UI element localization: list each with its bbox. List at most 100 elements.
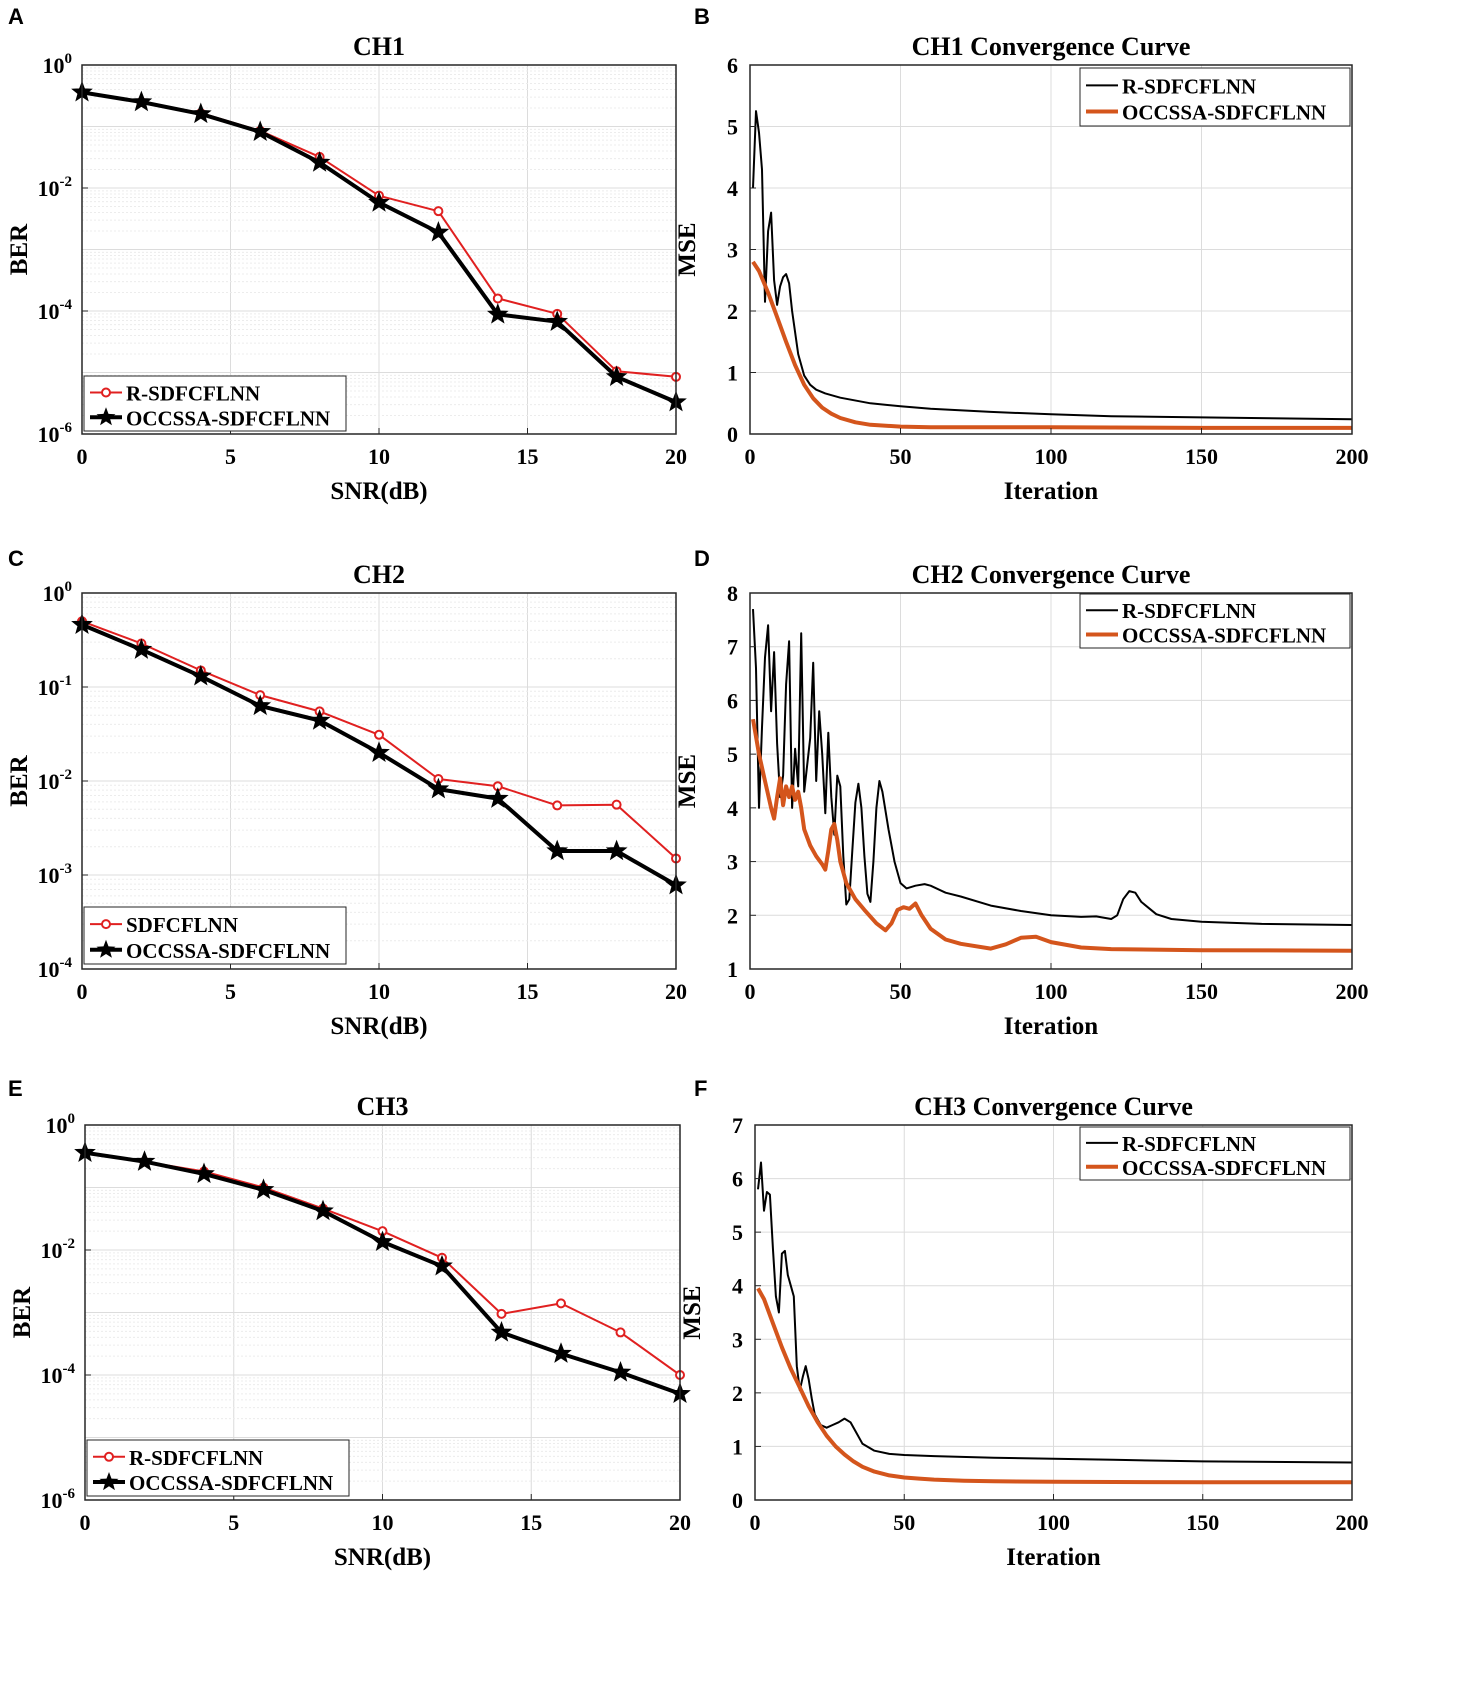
data-point-star bbox=[550, 1342, 572, 1363]
data-point-star bbox=[371, 1230, 394, 1252]
x-axis-label: SNR(dB) bbox=[330, 1013, 427, 1040]
x-tick-label: 200 bbox=[1336, 979, 1369, 1004]
chart-title: CH2 bbox=[353, 560, 405, 589]
x-tick-label: 0 bbox=[745, 444, 756, 469]
y-tick-label: 100 bbox=[43, 579, 73, 606]
data-point-circle bbox=[556, 1298, 566, 1309]
y-tick-label: 1 bbox=[727, 957, 738, 982]
legend-label: R-SDFCFLNN bbox=[1122, 1132, 1256, 1156]
y-tick-label: 10-2 bbox=[38, 174, 73, 201]
data-point-star bbox=[609, 1360, 632, 1382]
legend-label: OCCSSA-SDFCFLNN bbox=[1122, 101, 1326, 125]
legend-box bbox=[83, 906, 347, 965]
legend-marker-circle bbox=[101, 387, 111, 398]
legend-label: OCCSSA-SDFCFLNN bbox=[126, 406, 330, 430]
x-tick-label: 200 bbox=[1336, 1510, 1369, 1535]
legend-box bbox=[1079, 593, 1351, 649]
data-point-star bbox=[486, 302, 509, 324]
x-tick-label: 150 bbox=[1185, 444, 1218, 469]
y-tick-label: 5 bbox=[727, 115, 738, 140]
y-tick-label: 7 bbox=[732, 1113, 743, 1138]
data-point-star bbox=[130, 90, 153, 112]
data-point-circle bbox=[433, 206, 444, 217]
y-tick-label: 10-1 bbox=[38, 673, 73, 700]
data-point-star bbox=[368, 741, 390, 762]
x-tick-label: 150 bbox=[1186, 1510, 1219, 1535]
chart-panel-D: D 0 50 100 150 200 1 2 3 4 5 6 7 8 CH2 Convergence Cur… bbox=[674, 546, 1369, 1040]
series-line-2 bbox=[756, 1287, 1352, 1485]
data-point-star bbox=[605, 839, 628, 861]
chart-title: CH3 bbox=[357, 1092, 409, 1121]
y-tick-label: 10-6 bbox=[41, 1486, 76, 1513]
x-tick-label: 20 bbox=[665, 444, 687, 469]
data-point-star bbox=[312, 1199, 334, 1221]
x-axis-label: Iteration bbox=[1004, 1013, 1099, 1040]
legend-marker-star bbox=[99, 1472, 119, 1491]
legend-label: R-SDFCFLNN bbox=[1122, 599, 1256, 623]
x-tick-label: 0 bbox=[77, 979, 88, 1004]
chart-title: CH1 Convergence Curve bbox=[912, 32, 1191, 61]
y-tick-label: 10-3 bbox=[38, 861, 73, 888]
x-tick-label: 15 bbox=[520, 1510, 542, 1535]
x-tick-label: 5 bbox=[225, 444, 236, 469]
data-point-star bbox=[431, 1254, 453, 1276]
legend-marker-circle bbox=[104, 1451, 114, 1462]
y-axis-label: MSE bbox=[674, 754, 701, 808]
legend-box bbox=[1079, 1126, 1351, 1181]
data-point-star bbox=[249, 694, 272, 716]
data-point-star bbox=[130, 638, 153, 659]
panel-letter: D bbox=[694, 546, 710, 571]
data-point-star bbox=[189, 664, 212, 686]
data-point-circle bbox=[496, 1308, 507, 1319]
y-tick-label: 3 bbox=[727, 850, 738, 875]
legend-marker-star bbox=[96, 407, 116, 426]
series-line-1 bbox=[757, 1161, 1352, 1464]
x-tick-label: 5 bbox=[228, 1510, 239, 1535]
data-point-star bbox=[427, 220, 450, 242]
x-tick-label: 10 bbox=[372, 1510, 394, 1535]
legend-label: OCCSSA-SDFCFLNN bbox=[129, 1471, 333, 1495]
legend-label: OCCSSA-SDFCFLNN bbox=[126, 939, 330, 963]
y-tick-label: 4 bbox=[727, 796, 738, 821]
legend-label: R-SDFCFLNN bbox=[129, 1446, 263, 1470]
y-axis-label: MSE bbox=[674, 222, 701, 276]
y-axis-label: BER bbox=[6, 754, 33, 806]
x-tick-label: 100 bbox=[1035, 444, 1068, 469]
x-tick-label: 150 bbox=[1185, 979, 1218, 1004]
legend-marker-star bbox=[96, 939, 116, 958]
chart-title: CH1 bbox=[353, 32, 405, 61]
x-tick-label: 50 bbox=[890, 979, 912, 1004]
y-axis-label: MSE bbox=[679, 1285, 706, 1339]
panel-letter: A bbox=[8, 4, 24, 29]
y-tick-label: 10-4 bbox=[38, 297, 73, 324]
chart-title: CH2 Convergence Curve bbox=[912, 560, 1191, 589]
y-tick-label: 2 bbox=[727, 903, 738, 928]
x-tick-label: 15 bbox=[517, 979, 539, 1004]
panel-letter: E bbox=[8, 1076, 23, 1101]
y-tick-label: 0 bbox=[732, 1488, 743, 1513]
x-tick-label: 0 bbox=[750, 1510, 761, 1535]
x-tick-label: 10 bbox=[368, 979, 390, 1004]
legend-label: R-SDFCFLNN bbox=[1122, 74, 1256, 98]
x-tick-label: 50 bbox=[890, 444, 912, 469]
x-tick-label: 5 bbox=[225, 979, 236, 1004]
legend-label: OCCSSA-SDFCFLNN bbox=[1122, 624, 1326, 648]
chart-panel-C: C 0 5 10 15 20 10-4 10-3 10-2 10-1 100 CH2 SNR(dB) BE… bbox=[6, 546, 687, 1040]
data-point-star bbox=[252, 1178, 275, 1200]
x-tick-label: 20 bbox=[669, 1510, 691, 1535]
x-axis-label: Iteration bbox=[1004, 478, 1099, 505]
legend-label: OCCSSA-SDFCFLNN bbox=[1122, 1156, 1326, 1180]
panel-letter: C bbox=[8, 546, 24, 571]
data-point-star bbox=[490, 1320, 513, 1342]
data-point-star bbox=[427, 777, 450, 799]
x-axis-label: Iteration bbox=[1006, 1544, 1101, 1571]
panel-letter: B bbox=[694, 4, 710, 29]
series-line-1 bbox=[752, 110, 1352, 421]
y-tick-label: 7 bbox=[727, 635, 738, 660]
y-tick-label: 4 bbox=[732, 1274, 743, 1299]
y-axis-label: BER bbox=[6, 223, 33, 275]
panel-letter: F bbox=[694, 1076, 707, 1101]
